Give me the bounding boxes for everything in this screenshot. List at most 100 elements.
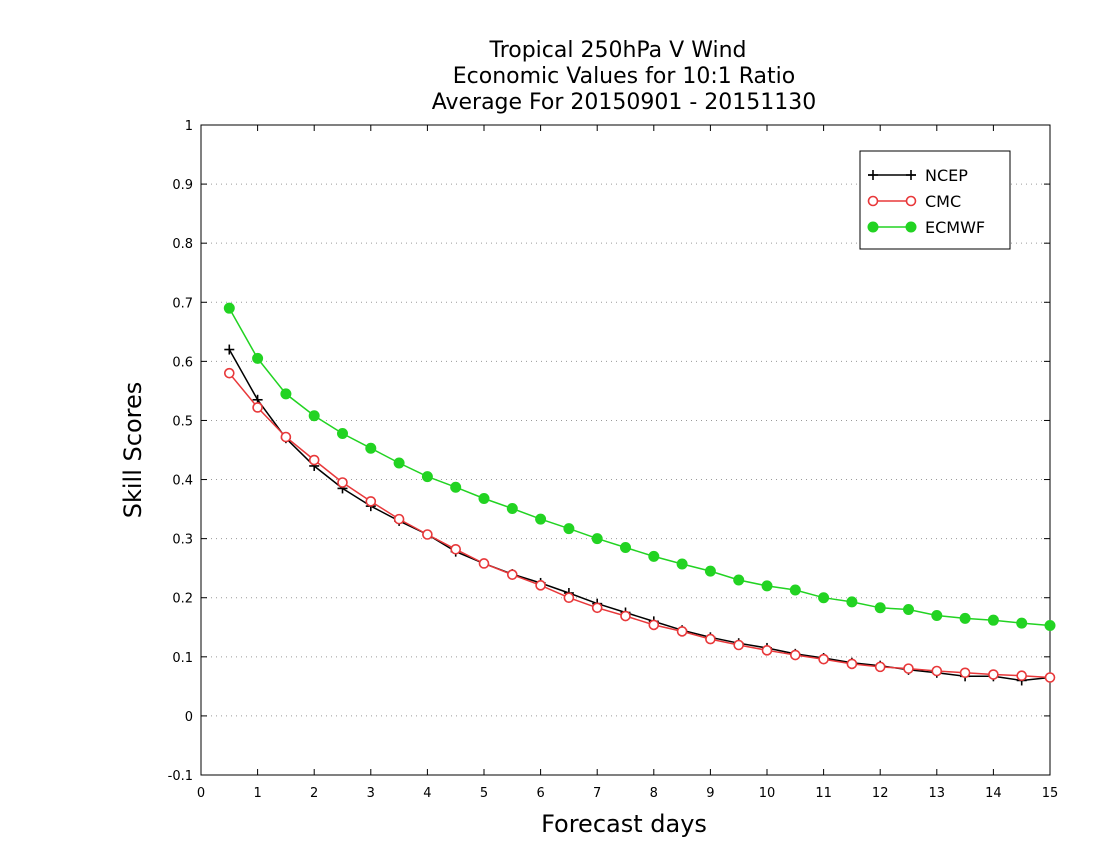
legend-label-ecmwf: ECMWF [925, 218, 985, 237]
legend-marker-cmc [867, 195, 879, 207]
x-tick-label: 12 [872, 786, 889, 801]
point-cmc [224, 367, 235, 379]
point-ecmwf [818, 592, 830, 604]
series-line-cmc [228, 372, 1051, 679]
point-ecmwf [337, 427, 348, 439]
y-axis-label: Skill Scores [119, 382, 147, 519]
legend-label-cmc: CMC [925, 192, 961, 211]
x-tick-label: 6 [536, 786, 544, 801]
point-ecmwf [393, 457, 405, 469]
x-tick-label: 7 [593, 786, 601, 801]
y-tick-label: 0.3 [172, 533, 193, 548]
x-tick-label: 8 [650, 786, 658, 801]
point-ecmwf [421, 471, 433, 483]
point-ecmwf [223, 302, 235, 314]
x-tick-label: 0 [197, 786, 205, 801]
legend-item-ecmwf: ECMWF [867, 218, 985, 237]
series-line-ecmwf [228, 307, 1051, 627]
point-ecmwf [535, 513, 547, 525]
point-cmc [988, 669, 999, 680]
point-cmc [761, 645, 773, 656]
point-cmc [591, 602, 603, 614]
x-tick-label: 1 [253, 786, 261, 801]
plot-frame [200, 124, 1051, 776]
x-axis-label: Forecast days [541, 810, 707, 838]
point-ecmwf [591, 533, 603, 545]
legend-marker-ecmwf [905, 221, 917, 233]
point-cmc [422, 529, 433, 540]
point-cmc [648, 619, 660, 631]
point-cmc [818, 653, 829, 665]
chart-title-line-2: Economic Values for 10:1 Ratio [453, 64, 795, 89]
y-tick-label: 1 [185, 119, 193, 134]
series-ecmwf [223, 302, 1056, 631]
legend: NCEP CMC ECMWF [859, 150, 1011, 250]
point-ecmwf [733, 574, 745, 586]
x-tick-label: 10 [759, 786, 776, 801]
y-tick-label: 0.6 [172, 355, 193, 370]
point-ecmwf [280, 388, 292, 400]
point-cmc [846, 658, 858, 670]
point-ecmwf [308, 410, 320, 422]
y-tick-label: 0.8 [172, 237, 193, 252]
chart-title: Tropical 250hPa V Wind Economic Values f… [432, 38, 817, 115]
x-tick-label: 15 [1042, 786, 1059, 801]
point-cmc [393, 513, 405, 525]
point-ecmwf [506, 503, 518, 514]
point-ecmwf [959, 612, 971, 624]
point-cmc [1016, 670, 1028, 682]
point-cmc [506, 569, 518, 580]
point-ecmwf [365, 442, 377, 454]
y-tick-label: 0.7 [172, 296, 193, 311]
legend-marker-ncep [868, 170, 878, 180]
point-ecmwf [789, 584, 801, 596]
point-cmc [1044, 672, 1056, 683]
point-ecmwf [987, 614, 999, 626]
chart-title-line-1: Tropical 250hPa V Wind [488, 38, 746, 63]
point-ecmwf [1044, 620, 1056, 631]
point-ecmwf [676, 558, 688, 570]
point-ecmwf [620, 542, 631, 553]
legend-marker-ncep [906, 170, 916, 180]
point-cmc [789, 649, 801, 661]
y-tick-label: 0 [185, 710, 193, 725]
x-tick-label: 9 [706, 786, 714, 801]
point-cmc [535, 580, 546, 591]
point-cmc [903, 663, 914, 674]
point-cmc [959, 667, 971, 679]
chart-title-line-3: Average For 20150901 - 20151130 [432, 90, 817, 115]
point-cmc [563, 592, 575, 604]
point-ecmwf [903, 604, 914, 616]
series-line-ncep [228, 349, 1051, 682]
legend-marker-cmc [905, 195, 917, 207]
point-cmc [337, 477, 348, 488]
point-ecmwf [931, 609, 943, 621]
legend-item-cmc: CMC [867, 192, 961, 211]
point-cmc [308, 454, 320, 466]
y-tick-label: 0.1 [172, 651, 193, 666]
point-ecmwf [1016, 617, 1028, 629]
point-ecmwf [761, 580, 773, 592]
x-tick-label: 13 [929, 786, 946, 801]
point-ecmwf [252, 352, 264, 364]
legend-box [859, 150, 1011, 250]
point-ecmwf [846, 596, 858, 608]
point-cmc [676, 626, 688, 637]
x-tick-label: 4 [423, 786, 431, 801]
x-tick-label: 2 [310, 786, 318, 801]
y-tick-label: 0.4 [172, 474, 193, 489]
y-tick-label: 0.9 [172, 178, 193, 193]
point-ecmwf [704, 565, 716, 577]
series-layer [223, 302, 1056, 686]
point-ncep [224, 344, 235, 355]
y-tick-label: 0.5 [172, 414, 193, 429]
point-cmc [365, 496, 377, 507]
point-ecmwf [648, 550, 660, 562]
y-tick-label: 0.2 [172, 592, 193, 607]
point-ecmwf [478, 492, 490, 504]
point-cmc [450, 543, 462, 555]
legend-label-ncep: NCEP [925, 166, 968, 185]
point-ecmwf [563, 523, 575, 535]
x-tick-label: 5 [480, 786, 488, 801]
